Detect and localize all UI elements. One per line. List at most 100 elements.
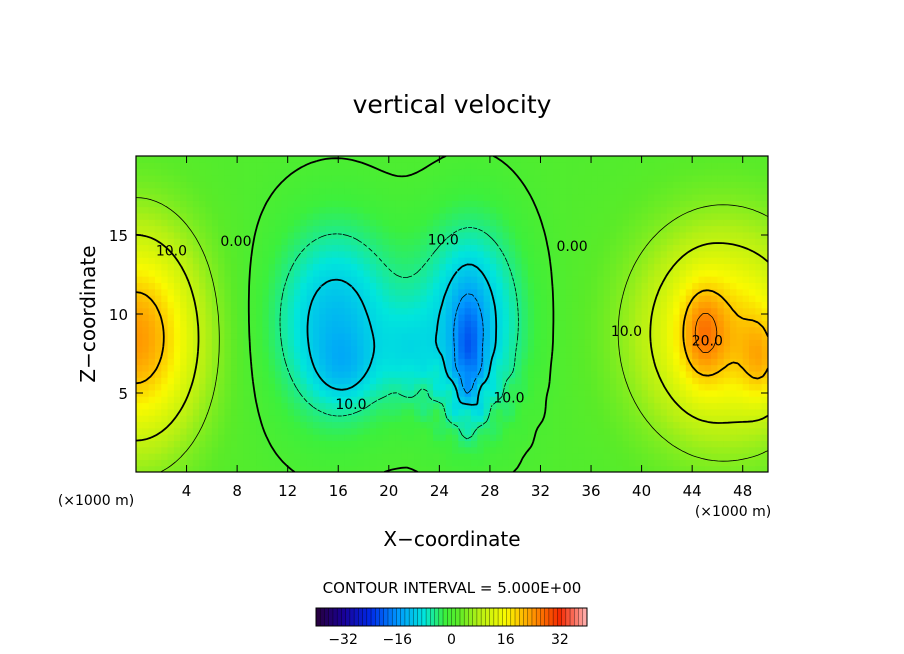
- field-cell: [717, 389, 725, 397]
- field-cell: [761, 225, 768, 233]
- field-cell: [685, 307, 693, 315]
- field-cell: [458, 156, 466, 163]
- field-cell: [616, 244, 624, 252]
- field-cell: [148, 459, 156, 467]
- field-cell: [369, 370, 377, 378]
- field-cell: [218, 339, 226, 347]
- field-cell: [414, 276, 421, 283]
- field-cell: [268, 212, 276, 220]
- field-cell: [546, 345, 554, 353]
- field-cell: [388, 174, 396, 182]
- field-cell: [256, 326, 263, 334]
- field-cell: [489, 282, 497, 290]
- field-cell: [287, 453, 295, 460]
- field-cell: [736, 332, 744, 340]
- field-cell: [502, 219, 510, 227]
- field-cell: [755, 427, 763, 435]
- field-cell: [173, 212, 181, 220]
- field-cell: [319, 383, 327, 391]
- field-cell: [452, 377, 459, 385]
- field-cell: [192, 219, 200, 227]
- field-cell: [742, 231, 750, 239]
- field-cell: [230, 162, 238, 170]
- field-cell: [521, 295, 529, 302]
- field-cell: [452, 212, 459, 220]
- field-cell: [395, 263, 403, 271]
- field-cell: [692, 396, 700, 404]
- field-cell: [148, 408, 156, 416]
- field-cell: [717, 459, 725, 467]
- field-cell: [742, 288, 750, 296]
- field-cell: [395, 156, 403, 163]
- field-cell: [319, 358, 327, 366]
- field-cell: [692, 156, 700, 163]
- field-cell: [230, 320, 238, 328]
- field-cell: [534, 453, 542, 460]
- field-cell: [237, 181, 245, 189]
- field-cell: [692, 402, 700, 410]
- field-cell: [647, 206, 655, 214]
- field-cell: [761, 181, 768, 189]
- field-cell: [616, 288, 624, 296]
- field-cell: [224, 427, 232, 435]
- field-cell: [148, 181, 156, 189]
- field-cell: [755, 332, 763, 340]
- field-cell: [325, 320, 333, 328]
- field-cell: [698, 225, 706, 233]
- field-cell: [496, 434, 504, 441]
- field-cell: [312, 358, 320, 366]
- field-cell: [262, 389, 270, 397]
- field-cell: [294, 238, 301, 246]
- field-cell: [647, 326, 655, 334]
- field-cell: [401, 307, 409, 315]
- field-cell: [369, 434, 377, 441]
- field-cell: [736, 383, 744, 391]
- field-cell: [218, 434, 226, 441]
- field-cell: [654, 225, 662, 233]
- field-cell: [730, 421, 737, 429]
- field-cell: [546, 459, 554, 467]
- field-cell: [426, 408, 434, 416]
- field-cell: [546, 276, 554, 283]
- field-cell: [603, 440, 611, 448]
- field-cell: [591, 415, 598, 423]
- field-cell: [388, 408, 396, 416]
- field-cell: [553, 351, 561, 359]
- field-cell: [521, 427, 529, 435]
- field-cell: [458, 370, 466, 378]
- field-cell: [527, 225, 535, 233]
- field-cell: [180, 370, 188, 378]
- field-cell: [565, 162, 573, 170]
- field-cell: [275, 421, 282, 429]
- field-cell: [660, 238, 668, 246]
- field-cell: [704, 453, 712, 460]
- field-cell: [338, 314, 346, 321]
- field-cell: [142, 415, 150, 423]
- field-cell: [755, 326, 763, 334]
- field-cell: [654, 156, 662, 163]
- field-cell: [584, 193, 592, 201]
- field-cell: [161, 187, 169, 195]
- field-cell: [142, 332, 150, 340]
- field-cell: [666, 269, 674, 277]
- field-cell: [711, 383, 719, 391]
- field-cell: [452, 339, 459, 347]
- field-cell: [660, 219, 668, 227]
- field-cell: [205, 244, 213, 252]
- field-cell: [496, 301, 504, 309]
- field-cell: [306, 421, 314, 429]
- field-cell: [673, 225, 681, 233]
- field-cell: [161, 364, 169, 372]
- field-cell: [591, 446, 598, 454]
- field-cell: [647, 402, 655, 410]
- field-cell: [306, 339, 314, 347]
- field-cell: [268, 421, 276, 429]
- field-cell: [553, 206, 561, 214]
- field-cell: [660, 396, 668, 404]
- field-cell: [173, 231, 181, 239]
- field-cell: [388, 263, 396, 271]
- field-cell: [445, 446, 453, 454]
- field-cell: [369, 358, 377, 366]
- field-cell: [306, 162, 314, 170]
- field-cell: [433, 174, 440, 182]
